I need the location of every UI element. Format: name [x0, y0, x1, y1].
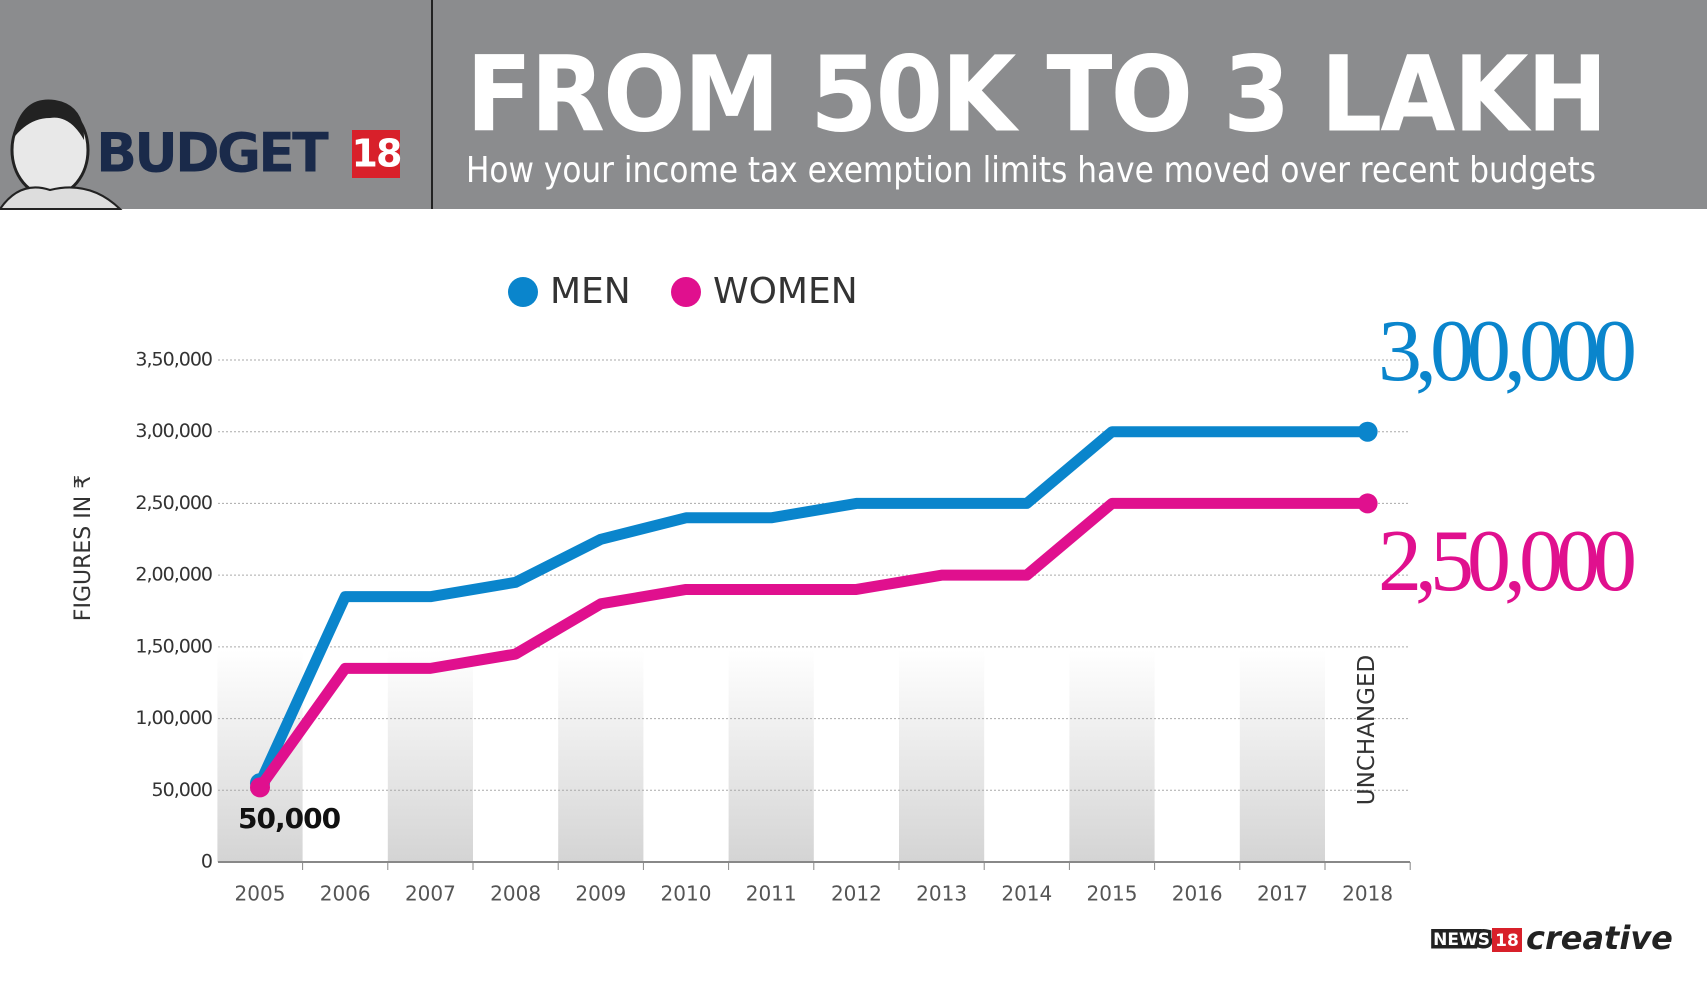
column-band: [387, 650, 473, 862]
x-tick-label: 2013: [916, 882, 967, 906]
logo-badge: [352, 130, 400, 178]
x-tick-label: 2012: [831, 882, 882, 906]
x-tick-label: 2007: [405, 882, 456, 906]
header-band: [0, 0, 1707, 209]
x-tick-label: 2014: [1001, 882, 1052, 906]
y-tick-label: 50,000: [152, 779, 212, 801]
column-band: [1239, 650, 1325, 862]
x-tick-label: 2010: [661, 882, 712, 906]
chart-title: FROM 50K TO 3 LAKH: [466, 33, 1606, 155]
end-label: 3,00,000: [1378, 303, 1634, 400]
footer-badge: [1492, 928, 1522, 952]
logo-number: 18: [352, 132, 401, 176]
column-band: [899, 650, 985, 862]
x-tick-label: 2011: [746, 882, 797, 906]
end-point: [250, 777, 270, 798]
chart-subtitle: How your income tax exemption limits hav…: [466, 150, 1596, 191]
x-tick-label: 2005: [235, 882, 286, 906]
logo: BUDGET: [96, 122, 329, 185]
series-line: [255, 497, 1368, 791]
column-band: [558, 650, 644, 862]
y-tick-label: 1,00,000: [135, 707, 212, 729]
column-band: [1069, 650, 1155, 862]
footer-word: creative: [1526, 919, 1673, 957]
footer-brand: NEWS: [1433, 930, 1490, 950]
column-band: [728, 650, 814, 862]
legend-swatch: [508, 277, 538, 307]
x-tick-label: 2008: [490, 882, 541, 906]
end-point: [1357, 493, 1378, 514]
y-tick-label: 3,00,000: [135, 420, 212, 442]
start-label: 50,000: [238, 802, 341, 835]
x-tick-label: 2009: [575, 882, 626, 906]
y-tick-label: 0: [201, 851, 212, 873]
x-tick-label: 2015: [1087, 882, 1138, 906]
end-label: 2,50,000: [1378, 513, 1634, 610]
legend-label: MEN: [550, 271, 631, 312]
legend-swatch: [671, 277, 701, 307]
y-axis-label: FIGURES IN ₹: [71, 475, 96, 621]
x-tick-label: 2006: [320, 882, 371, 906]
footer-brand-number: 18: [1495, 931, 1519, 951]
portrait: [0, 99, 123, 210]
x-tick-label: 2017: [1257, 882, 1308, 906]
note: UNCHANGED: [1354, 655, 1380, 805]
end-point: [1357, 421, 1378, 442]
legend-label: WOMEN: [713, 271, 858, 312]
y-tick-label: 2,50,000: [135, 492, 212, 514]
y-tick-label: 1,50,000: [135, 635, 212, 657]
x-tick-label: 2018: [1342, 882, 1393, 906]
y-tick-label: 2,00,000: [135, 564, 212, 586]
y-tick-label: 3,50,000: [135, 349, 212, 371]
x-tick-label: 2016: [1172, 882, 1223, 906]
series-line: [254, 426, 1368, 786]
